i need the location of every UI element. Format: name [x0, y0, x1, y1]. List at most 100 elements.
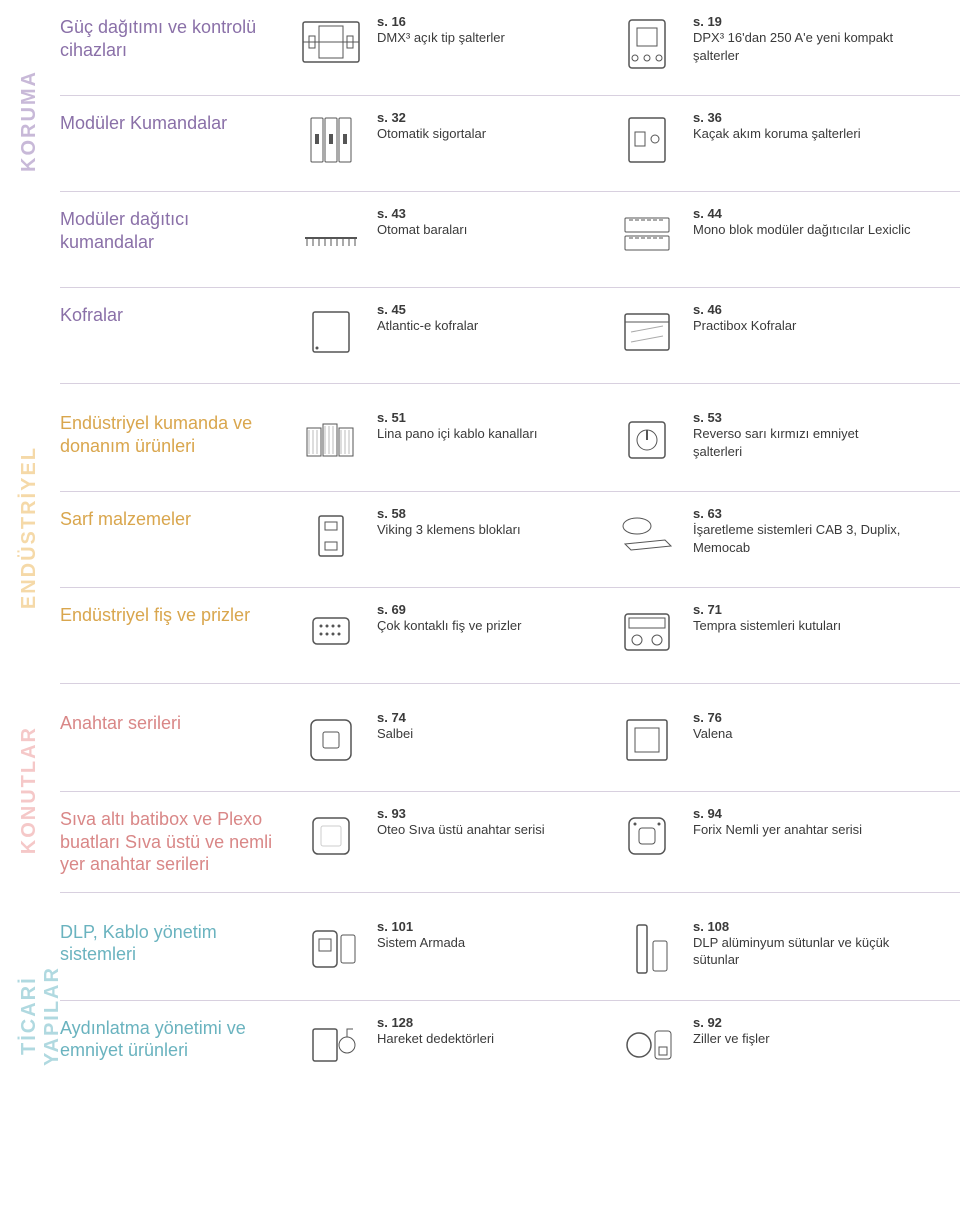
catalog-item: s. 58Viking 3 klemens blokları [295, 504, 595, 568]
page-ref: s. 69 [377, 602, 522, 617]
product-icon [295, 504, 367, 568]
category-label: Aydınlatma yönetimi ve emniyet ürünleri [60, 1013, 295, 1062]
page-ref: s. 16 [377, 14, 505, 29]
item-desc: DLP alüminyum sütunlar ve küçük sütunlar [693, 934, 911, 969]
catalog-item: s. 71Tempra sistemleri kutuları [611, 600, 911, 664]
item-desc: Salbei [377, 725, 413, 743]
page-ref: s. 76 [693, 710, 733, 725]
row-moduler-kumandalar: Modüler Kumandalar s. 32Otomatik sigorta… [60, 96, 960, 192]
category-label: Modüler dağıtıcı kumandalar [60, 204, 295, 253]
item-desc: Reverso sarı kırmızı emniyet şalterleri [693, 425, 911, 460]
row-sarf-malzemeler: Sarf malzemeler s. 58Viking 3 klemens bl… [60, 492, 960, 588]
product-icon [295, 600, 367, 664]
category-label: DLP, Kablo yönetim sistemleri [60, 917, 295, 966]
catalog-item: s. 44Mono blok modüler dağıtıcılar Lexic… [611, 204, 911, 268]
item-desc: Hareket dedektörleri [377, 1030, 494, 1048]
page-ref: s. 19 [693, 14, 911, 29]
page-ref: s. 101 [377, 919, 465, 934]
product-icon [611, 1013, 683, 1077]
item-desc: Sistem Armada [377, 934, 465, 952]
product-icon [295, 408, 367, 472]
product-icon [295, 1013, 367, 1077]
section-label-konutlar: KONUTLAR [18, 726, 42, 854]
item-desc: Practibox Kofralar [693, 317, 796, 335]
row-aydinlatma: Aydınlatma yönetimi ve emniyet ürünleri … [60, 1001, 960, 1097]
section-endustriyel: ENDÜSTRİYEL Endüstriyel kumanda ve donan… [0, 396, 960, 684]
catalog-item: s. 108DLP alüminyum sütunlar ve küçük sü… [611, 917, 911, 981]
item-desc: Ziller ve fişler [693, 1030, 770, 1048]
item-desc: Viking 3 klemens blokları [377, 521, 521, 539]
product-icon [611, 600, 683, 664]
category-label: Modüler Kumandalar [60, 108, 295, 135]
item-desc: Valena [693, 725, 733, 743]
product-icon [295, 804, 367, 868]
category-label: Endüstriyel fiş ve prizler [60, 600, 295, 627]
row-endustriyel-kumanda: Endüstriyel kumanda ve donanım ürünleri … [60, 396, 960, 492]
page-ref: s. 74 [377, 710, 413, 725]
page-ref: s. 53 [693, 410, 911, 425]
catalog-item: s. 16DMX³ açık tip şalterler [295, 12, 595, 76]
product-icon [295, 708, 367, 772]
row-guc-dagitimi: Güç dağıtımı ve kontrolü cihazları s. 16… [60, 0, 960, 96]
product-icon [611, 108, 683, 172]
catalog-item: s. 92Ziller ve fişler [611, 1013, 911, 1077]
row-kofralar: Kofralar s. 45Atlantic-e kofralar s. 46P… [60, 288, 960, 384]
section-label-ticari: TİCARİ YAPILAR [18, 935, 42, 1097]
catalog-item: s. 53Reverso sarı kırmızı emniyet şalter… [611, 408, 911, 472]
row-endustriyel-fis: Endüstriyel fiş ve prizler s. 69Çok kont… [60, 588, 960, 684]
section-label-koruma: KORUMA [18, 70, 42, 172]
page-ref: s. 94 [693, 806, 862, 821]
catalog-item: s. 128Hareket dedektörleri [295, 1013, 595, 1077]
item-desc: Mono blok modüler dağıtıcılar Lexiclic [693, 221, 911, 239]
item-desc: Atlantic-e kofralar [377, 317, 478, 335]
product-icon [611, 408, 683, 472]
category-label: Kofralar [60, 300, 295, 327]
category-label: Güç dağıtımı ve kontrolü cihazları [60, 12, 295, 61]
product-icon [295, 204, 367, 268]
item-desc: Tempra sistemleri kutuları [693, 617, 841, 635]
product-icon [295, 300, 367, 364]
page-ref: s. 63 [693, 506, 911, 521]
catalog-item: s. 74Salbei [295, 708, 595, 772]
section-konutlar: KONUTLAR Anahtar serileri s. 74Salbei s.… [0, 696, 960, 893]
item-desc: DPX³ 16'dan 250 A'e yeni kompakt şalterl… [693, 29, 911, 64]
product-icon [295, 12, 367, 76]
product-icon [295, 917, 367, 981]
page-ref: s. 58 [377, 506, 521, 521]
item-desc: Oteo Sıva üstü anahtar serisi [377, 821, 545, 839]
row-anahtar-serileri: Anahtar serileri s. 74Salbei s. 76Valena [60, 696, 960, 792]
catalog-item: s. 46Practibox Kofralar [611, 300, 911, 364]
product-icon [611, 804, 683, 868]
catalog-item: s. 45Atlantic-e kofralar [295, 300, 595, 364]
page-ref: s. 108 [693, 919, 911, 934]
catalog-item: s. 69Çok kontaklı fiş ve prizler [295, 600, 595, 664]
product-icon [611, 204, 683, 268]
category-label: Anahtar serileri [60, 708, 295, 735]
product-icon [611, 917, 683, 981]
product-icon [611, 708, 683, 772]
product-icon [611, 300, 683, 364]
item-desc: Otomat baraları [377, 221, 467, 239]
page-ref: s. 128 [377, 1015, 494, 1030]
page-ref: s. 51 [377, 410, 537, 425]
catalog-item: s. 101Sistem Armada [295, 917, 595, 981]
row-siva-alti: Sıva altı batibox ve Plexo buatları Sıva… [60, 792, 960, 893]
catalog-item: s. 32Otomatik sigortalar [295, 108, 595, 172]
item-desc: İşaretleme sistemleri CAB 3, Duplix, Mem… [693, 521, 911, 556]
item-desc: Kaçak akım koruma şalterleri [693, 125, 861, 143]
page-ref: s. 46 [693, 302, 796, 317]
section-koruma: KORUMA Güç dağıtımı ve kontrolü cihazlar… [0, 0, 960, 384]
product-icon [611, 504, 683, 568]
catalog-item: s. 93Oteo Sıva üstü anahtar serisi [295, 804, 595, 868]
page-ref: s. 44 [693, 206, 911, 221]
catalog-item: s. 63İşaretleme sistemleri CAB 3, Duplix… [611, 504, 911, 568]
row-dlp: DLP, Kablo yönetim sistemleri s. 101Sist… [60, 905, 960, 1001]
category-label: Sarf malzemeler [60, 504, 295, 531]
item-desc: Otomatik sigortalar [377, 125, 486, 143]
category-label: Endüstriyel kumanda ve donanım ürünleri [60, 408, 295, 457]
section-label-endustriyel: ENDÜSTRİYEL [18, 446, 42, 609]
item-desc: Forix Nemli yer anahtar serisi [693, 821, 862, 839]
page-ref: s. 43 [377, 206, 467, 221]
page-ref: s. 92 [693, 1015, 770, 1030]
product-icon [611, 12, 683, 76]
